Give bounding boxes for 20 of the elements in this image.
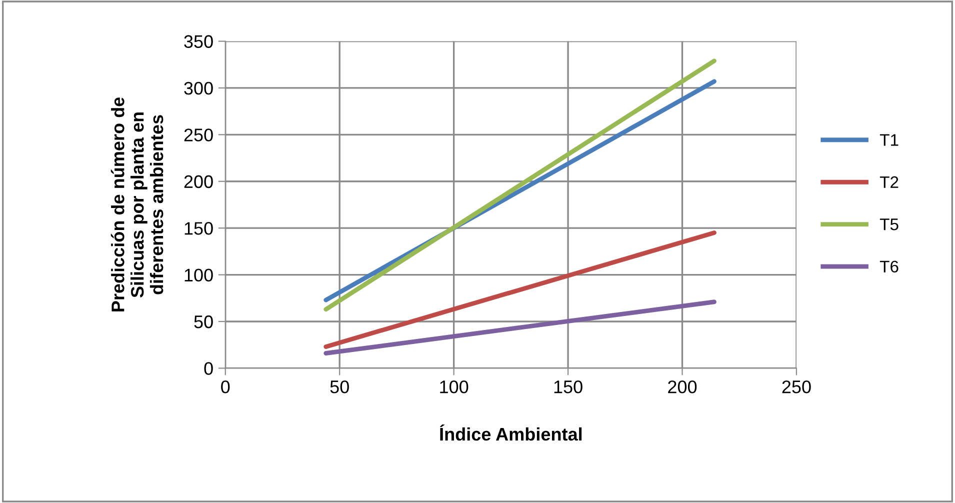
x-tick-label: 150 — [554, 380, 582, 394]
legend-label: T2 — [880, 176, 898, 188]
y-tick-label: 200 — [184, 175, 213, 188]
x-tick-label: 100 — [440, 380, 468, 394]
y-tick-label: 0 — [204, 362, 213, 375]
x-axis-title: Índice Ambiental — [440, 424, 582, 441]
y-tick-label: 250 — [184, 128, 213, 142]
legend-label: T5 — [880, 218, 898, 230]
legend-label: T1 — [880, 134, 898, 146]
y-tick-label: 100 — [184, 268, 213, 282]
y-tick-label: 300 — [184, 82, 213, 95]
legend-label: T6 — [880, 260, 898, 272]
y-tick-label: 350 — [184, 35, 213, 48]
y-axis-title: Predicción de número de Silicuas por planta en diferentes ambientes — [110, 97, 164, 312]
x-tick-label: 200 — [668, 380, 697, 394]
y-tick-label: 50 — [194, 315, 213, 328]
x-tick-label: 250 — [782, 380, 811, 394]
y-tick-label: 150 — [184, 222, 213, 235]
x-tick-label: 50 — [330, 380, 349, 394]
x-tick-label: 0 — [221, 380, 230, 394]
